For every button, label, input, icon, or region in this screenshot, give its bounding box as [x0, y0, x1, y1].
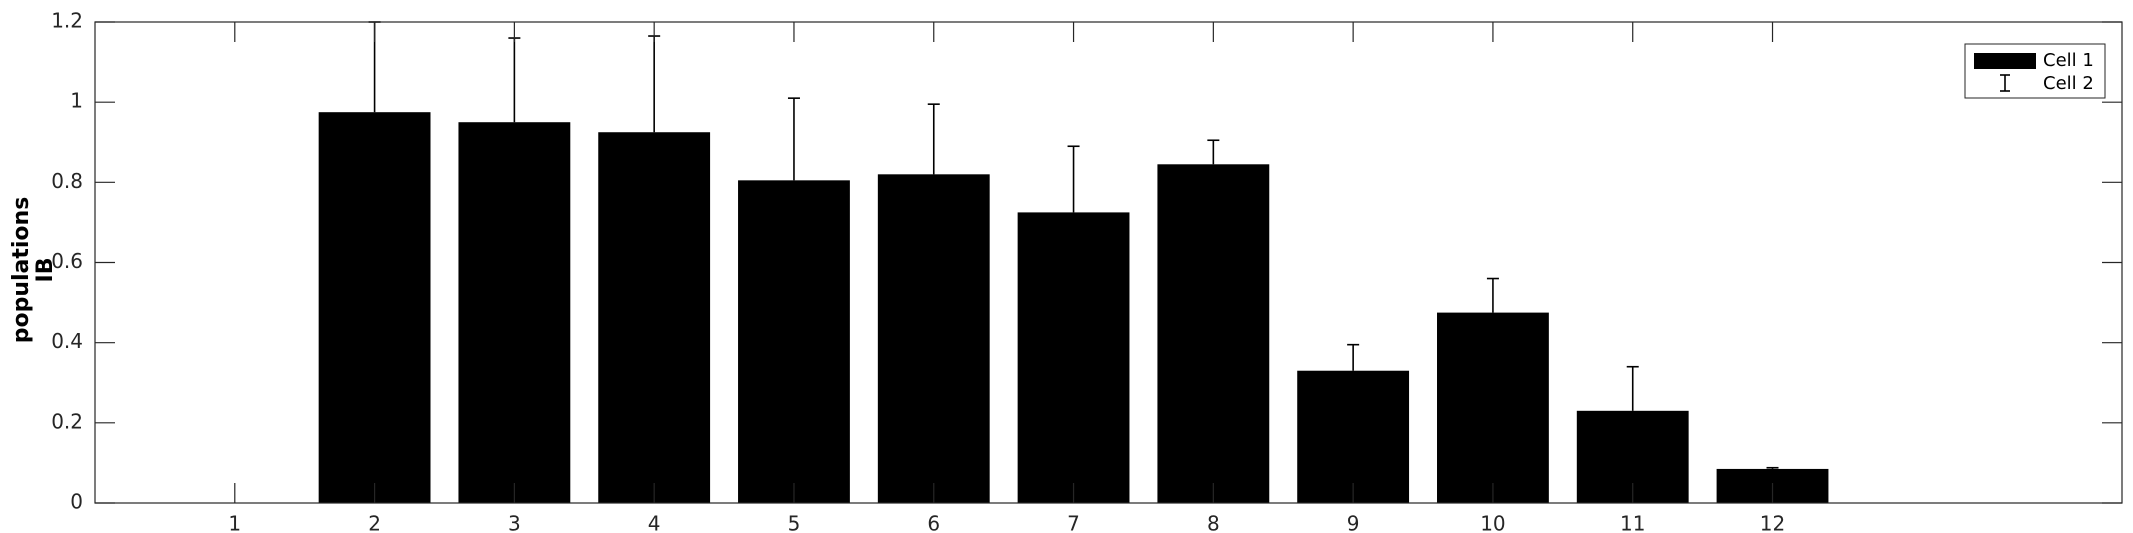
y-axis-label-line-1: populations: [9, 197, 34, 344]
bar-8: [1157, 164, 1270, 503]
x-tick-label-9: 9: [1347, 512, 1360, 533]
x-tick-label-6: 6: [927, 512, 940, 533]
y-tick-label-6: 1.2: [51, 9, 83, 33]
bar-3: [458, 122, 571, 503]
legend-label-cell-1: Cell 1: [2043, 50, 2094, 71]
bar-9: [1297, 370, 1410, 503]
legend-swatch-cell-2: [2000, 74, 2010, 92]
error-bar-8: [1207, 139, 1220, 165]
y-tick-label-4: 0.8: [51, 169, 83, 193]
y-axis-label: populations IB: [9, 197, 58, 344]
x-tick-label-12: 12: [1760, 512, 1785, 533]
legend-swatch-cell-1: [1974, 53, 2036, 69]
bar-10: [1437, 312, 1549, 503]
y-tick-label-3: 0.6: [51, 249, 83, 273]
x-tick-label-2: 2: [368, 512, 381, 533]
x-tick-label-7: 7: [1067, 512, 1080, 533]
legend-label-cell-2: Cell 2: [2043, 73, 2094, 94]
y-axis-label-line-2: IB: [33, 258, 58, 283]
bars-layer: [318, 112, 1829, 504]
x-tick-label-1: 1: [228, 512, 241, 533]
x-tick-label-8: 8: [1207, 512, 1220, 533]
y-axis: 0 0.2 0.4 0.6 0.8 1 1.2: [51, 9, 2122, 514]
y-tick-label-0: 0: [70, 490, 83, 514]
y-tick-label-2: 0.4: [51, 329, 83, 353]
bar-7: [1017, 212, 1130, 504]
error-bar-12: [1766, 466, 1779, 469]
error-bar-7: [1067, 145, 1080, 213]
x-tick-label-5: 5: [788, 512, 801, 533]
x-tick-label-11: 11: [1620, 512, 1645, 533]
error-bar-10: [1486, 277, 1499, 313]
x-axis: 1 2 3 4 5 6 7 8 9 10 11 12: [228, 22, 1785, 533]
bar-6: [877, 174, 990, 504]
y-tick-label-1: 0.2: [51, 409, 83, 433]
x-tick-label-10: 10: [1480, 512, 1505, 533]
error-bar-11: [1626, 365, 1639, 411]
bar-5: [738, 180, 850, 503]
x-tick-label-4: 4: [648, 512, 661, 533]
y-tick-label-5: 1: [70, 89, 83, 113]
error-bar-5: [787, 97, 800, 181]
x-tick-label-3: 3: [508, 512, 521, 533]
error-bar-9: [1347, 343, 1360, 371]
bar-2: [318, 112, 431, 503]
bar-4: [598, 132, 711, 503]
error-bar-6: [927, 103, 940, 175]
legend: Cell 1 Cell 2: [1964, 43, 2106, 99]
